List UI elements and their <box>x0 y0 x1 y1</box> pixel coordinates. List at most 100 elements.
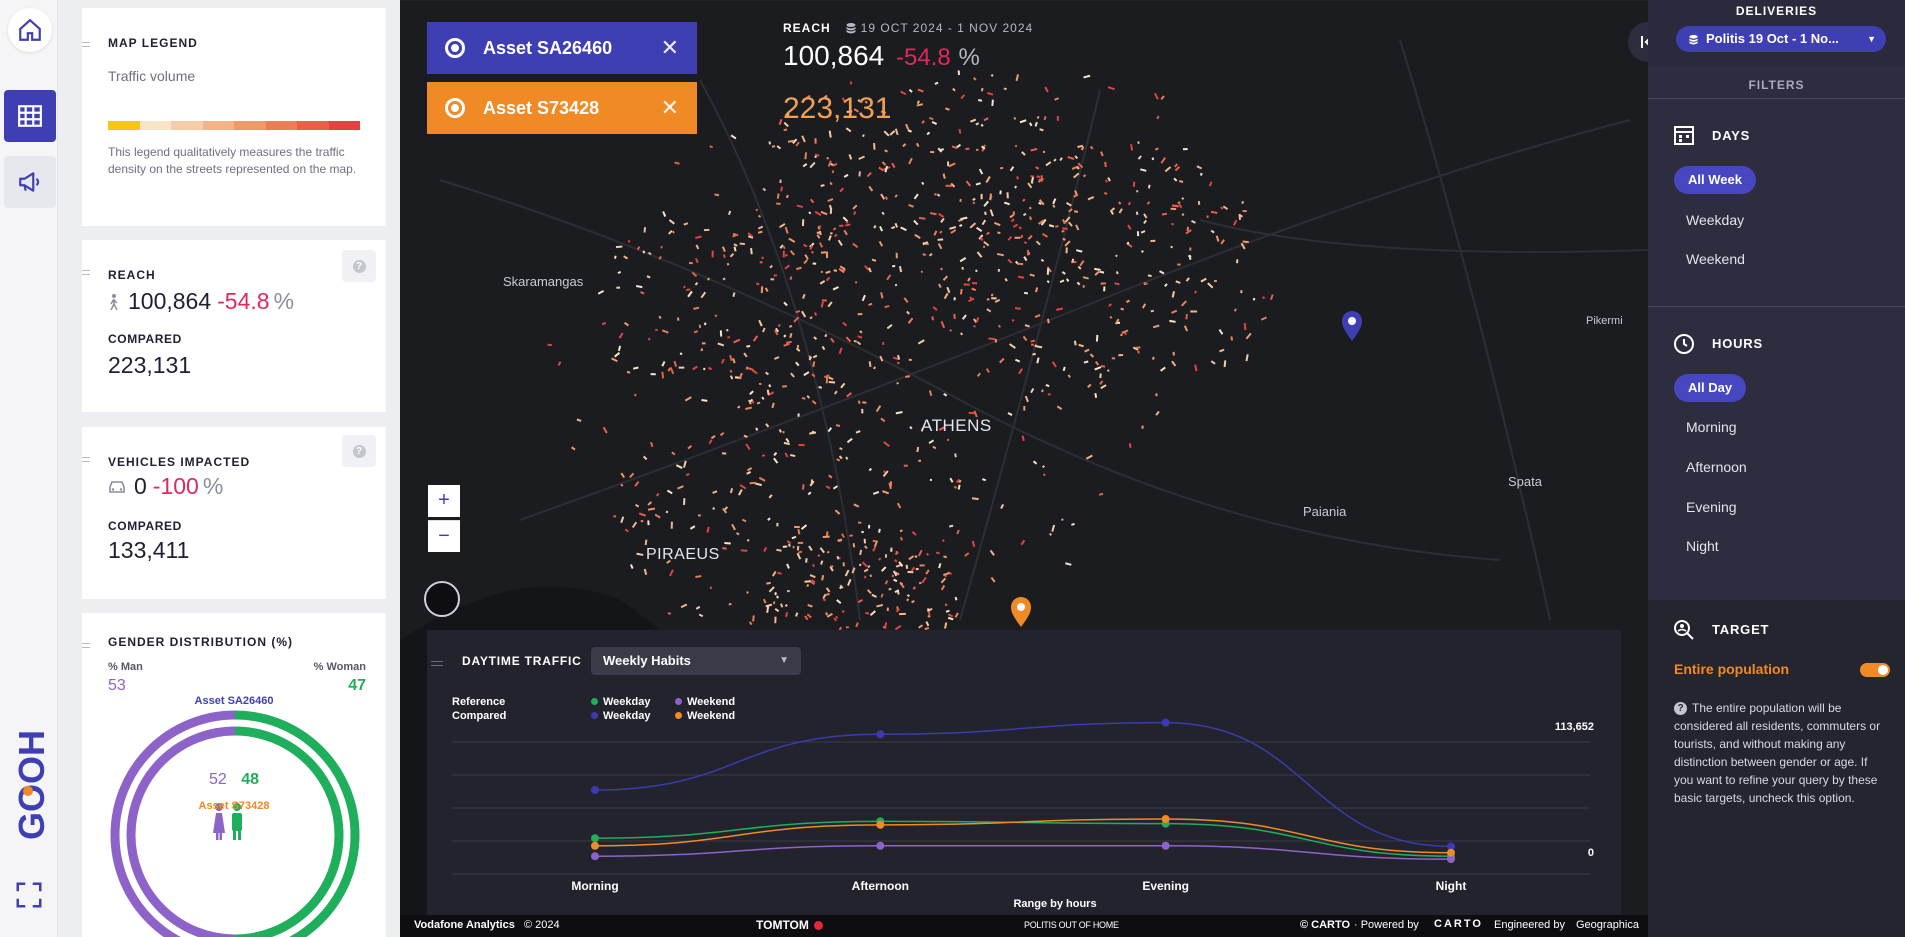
traffic-segment <box>776 548 782 552</box>
traffic-segment <box>1207 282 1214 289</box>
traffic-segment <box>916 100 920 105</box>
hours-option-night[interactable]: Night <box>1686 538 1719 554</box>
traffic-segment <box>809 316 813 320</box>
city-label: ATHENS <box>921 416 992 435</box>
traffic-segment <box>1178 180 1184 183</box>
days-option-weekend[interactable]: Weekend <box>1686 251 1745 267</box>
target-search-icon <box>1674 620 1694 640</box>
drag-handle[interactable] <box>431 661 443 666</box>
days-option-weekday[interactable]: Weekday <box>1686 212 1745 228</box>
asset-chip-sa26460[interactable]: Asset SA26460 ✕ <box>427 22 697 74</box>
reach-value: 100,864 <box>128 288 212 314</box>
traffic-segment <box>768 494 773 499</box>
asset-chip-label: Asset SA26460 <box>483 37 613 58</box>
drag-handle[interactable] <box>82 457 90 462</box>
traffic-segment <box>746 344 751 348</box>
asset-marker-s73428[interactable] <box>1009 596 1033 628</box>
help-button[interactable]: ? <box>342 435 376 467</box>
campaigns-button[interactable] <box>4 156 56 208</box>
traffic-segment <box>938 563 942 569</box>
traffic-segment <box>842 321 848 327</box>
traffic-segment <box>839 187 845 193</box>
drag-handle[interactable] <box>82 643 90 648</box>
traffic-segment <box>809 242 815 248</box>
traffic-segment <box>985 176 991 184</box>
legend-swatch <box>328 121 360 130</box>
legend-ref-weekend: Weekend <box>675 696 735 708</box>
hours-option-afternoon[interactable]: Afternoon <box>1686 459 1747 475</box>
traffic-segment <box>647 251 652 256</box>
traffic-segment <box>1094 361 1100 366</box>
days-option-all-week[interactable]: All Week <box>1674 166 1756 194</box>
traffic-segment <box>828 130 832 138</box>
traffic-segment <box>823 94 828 100</box>
traffic-segment <box>845 127 852 133</box>
entire-population-toggle[interactable] <box>1860 663 1890 677</box>
traffic-segment <box>883 441 890 447</box>
data-point <box>876 820 885 829</box>
traffic-segment <box>1173 177 1178 182</box>
asset-chip-s73428[interactable]: Asset S73428 ✕ <box>427 82 697 134</box>
hours-option-morning[interactable]: Morning <box>1686 419 1737 435</box>
deliveries-select[interactable]: Politis 19 Oct - 1 No... ▼ <box>1676 26 1886 52</box>
traffic-segment <box>821 575 825 581</box>
traffic-segment <box>1009 343 1016 349</box>
help-button[interactable]: ? <box>342 250 376 282</box>
reference-label: Reference <box>452 696 506 708</box>
traffic-segment <box>818 230 822 236</box>
drag-handle[interactable] <box>82 270 90 275</box>
close-icon[interactable]: ✕ <box>660 35 679 60</box>
traffic-segment <box>682 285 686 289</box>
traffic-segment <box>849 81 853 85</box>
traffic-segment <box>820 301 824 308</box>
traffic-segment <box>640 291 645 295</box>
drag-handle[interactable] <box>82 42 90 47</box>
traffic-segment <box>655 492 660 497</box>
traffic-segment <box>951 145 958 150</box>
traffic-segment <box>1034 344 1038 348</box>
traffic-segment <box>809 574 816 579</box>
traffic-segment <box>903 297 909 303</box>
traffic-segment <box>1067 374 1071 379</box>
chart-range-dropdown[interactable]: Weekly Habits ▼ <box>591 647 801 675</box>
traffic-segment <box>989 549 995 556</box>
zoom-out-button[interactable]: − <box>428 520 460 552</box>
traffic-segment <box>836 458 841 462</box>
close-icon[interactable]: ✕ <box>660 95 679 120</box>
traffic-segment <box>940 320 946 329</box>
traffic-segment <box>797 550 803 554</box>
traffic-segment <box>841 533 846 539</box>
traffic-segment <box>601 321 607 326</box>
vehicles-title: VEHICLES IMPACTED <box>108 455 251 469</box>
dashboard-button[interactable] <box>4 90 56 142</box>
traffic-segment <box>978 168 984 175</box>
traffic-segment <box>785 437 790 443</box>
traffic-segment <box>984 211 987 216</box>
traffic-segment <box>832 227 837 231</box>
asset-marker-sa26460[interactable] <box>1340 310 1364 342</box>
traffic-segment <box>795 347 801 352</box>
traffic-segment <box>925 552 930 556</box>
traffic-segment <box>921 120 925 124</box>
hours-option-evening[interactable]: Evening <box>1686 499 1737 515</box>
traffic-segment <box>839 447 843 451</box>
zoom-in-button[interactable]: + <box>428 485 460 517</box>
traffic-segment <box>654 513 661 519</box>
traffic-segment <box>779 244 784 249</box>
geolocate-button[interactable] <box>424 581 460 617</box>
traffic-segment <box>1094 267 1101 271</box>
traffic-segment <box>829 181 833 186</box>
traffic-segment <box>1082 276 1089 280</box>
traffic-segment <box>956 529 960 535</box>
hours-option-all-day[interactable]: All Day <box>1674 374 1747 402</box>
legend-dot <box>591 712 598 719</box>
home-button[interactable] <box>8 8 52 52</box>
fullscreen-button[interactable] <box>14 880 44 910</box>
traffic-segment <box>769 264 773 269</box>
traffic-segment <box>1137 155 1142 160</box>
traffic-segment <box>972 201 976 205</box>
traffic-segment <box>895 411 903 415</box>
traffic-segment <box>957 484 961 490</box>
traffic-segment <box>949 329 952 332</box>
traffic-segment <box>695 575 702 579</box>
